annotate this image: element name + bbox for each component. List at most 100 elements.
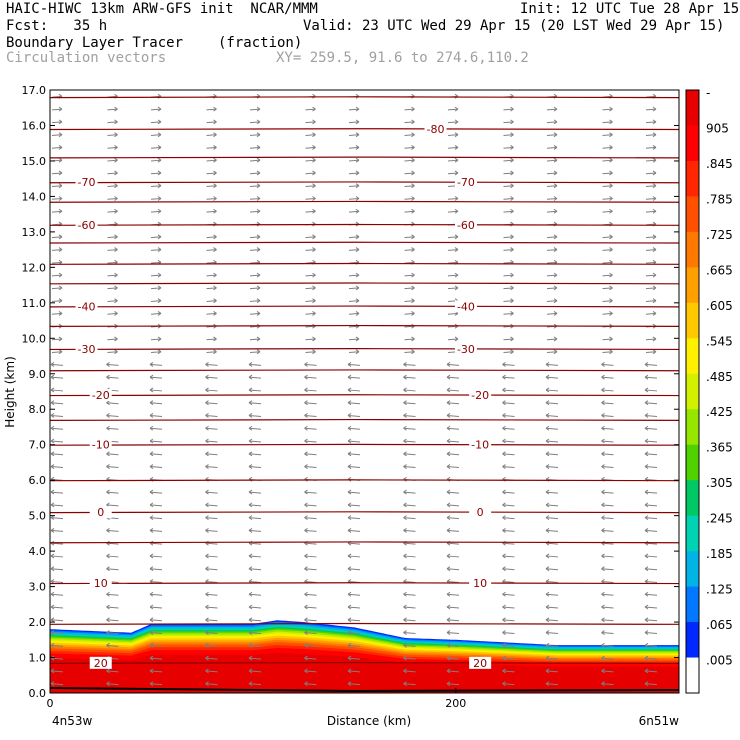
wind-vector [150, 336, 162, 342]
wind-vector [106, 668, 119, 674]
wind-vector [545, 553, 559, 559]
contour-label-bg [469, 389, 492, 402]
wind-vector [150, 272, 162, 278]
wind-vector [601, 681, 614, 687]
y-tick-label: 2.0 [29, 616, 47, 629]
wind-vector [447, 170, 459, 176]
wind-vector [546, 311, 558, 316]
wind-vector [404, 234, 415, 240]
wind-vector [602, 196, 613, 201]
wind-vector [545, 451, 559, 457]
wind-vector [304, 438, 317, 444]
wind-vector [447, 234, 459, 240]
wind-vector [149, 566, 163, 572]
wind-vector [348, 170, 360, 176]
wind-vector [644, 413, 658, 418]
wind-vector [645, 247, 657, 252]
wind-vector [304, 527, 317, 533]
wind-vector [446, 642, 460, 648]
wind-vector [304, 400, 317, 406]
y-tick-label: 14.0 [22, 190, 47, 203]
wind-vector [645, 336, 657, 342]
wind-vector [150, 311, 162, 316]
wind-vector [348, 145, 360, 150]
wind-vector [50, 489, 64, 495]
wind-vector [205, 681, 218, 687]
wind-vector [248, 400, 262, 406]
wind-vector [149, 668, 163, 674]
wind-vector [545, 489, 559, 495]
wind-vector [205, 553, 218, 559]
wind-vector [404, 336, 415, 342]
wind-vector [206, 247, 217, 252]
wind-vector [403, 642, 416, 648]
wind-vector [546, 170, 558, 176]
wind-vector [404, 132, 415, 138]
contour-line [49, 348, 680, 351]
wind-vector [304, 591, 317, 597]
x-axis: 0 200 [47, 688, 466, 710]
y-tick-label: 11.0 [22, 297, 47, 310]
header-line2-left: Fcst: 35 h [6, 18, 108, 34]
colorbar-label: .305 [706, 476, 733, 490]
wind-vector [248, 515, 262, 521]
wind-vector [645, 208, 657, 214]
wind-vector [150, 349, 162, 355]
wind-vector [545, 527, 559, 533]
wind-vector [502, 400, 515, 406]
wind-vector [248, 387, 262, 393]
wind-vector [447, 157, 459, 163]
wind-vector [51, 145, 63, 150]
wind-vector [248, 413, 262, 418]
wind-vector [404, 272, 415, 278]
wind-vector [546, 285, 558, 291]
wind-vector [107, 196, 118, 201]
wind-vector [106, 591, 119, 597]
wind-vector [446, 400, 460, 406]
wind-vector [248, 361, 262, 367]
wind-vector [249, 208, 261, 214]
wind-vector [305, 157, 316, 163]
wind-vector [403, 515, 416, 521]
wind-vector [205, 527, 218, 533]
contour-line [49, 223, 680, 226]
wind-vector [106, 553, 119, 559]
wind-vector [150, 157, 162, 163]
wind-vector [205, 668, 218, 674]
wind-vector [446, 451, 460, 457]
wind-vector [348, 208, 360, 214]
wind-vector [106, 630, 119, 635]
wind-vector [545, 566, 559, 572]
wind-vector [206, 349, 217, 355]
wind-vector [645, 349, 657, 355]
wind-vector [403, 591, 416, 597]
wind-vector [348, 132, 360, 138]
wind-vector [447, 132, 459, 138]
wind-vector [107, 247, 118, 252]
wind-vector [446, 681, 460, 687]
wind-vector [106, 642, 119, 648]
wind-vector [348, 157, 360, 163]
wind-vector [502, 374, 515, 380]
wind-vector [545, 515, 559, 521]
wind-vector [645, 170, 657, 176]
contour-line [49, 324, 680, 327]
wind-vector [249, 106, 261, 112]
wind-vector [602, 234, 613, 240]
contour-label-bg [469, 577, 492, 590]
wind-vector [403, 361, 416, 367]
wind-vector [602, 157, 613, 163]
wind-vector [249, 157, 261, 163]
wind-vector [644, 374, 658, 380]
colorbar-label: .185 [706, 547, 733, 561]
wind-vector [107, 145, 118, 150]
contour-line [49, 622, 680, 625]
wind-vector [602, 272, 613, 278]
wind-vector [502, 489, 515, 495]
x-endpoint-left: 4n53w [52, 714, 93, 728]
wind-vector [546, 298, 558, 304]
wind-vector [503, 298, 514, 304]
wind-vector [150, 106, 162, 112]
contour-label: 20 [94, 657, 108, 670]
wind-vector [249, 285, 261, 291]
